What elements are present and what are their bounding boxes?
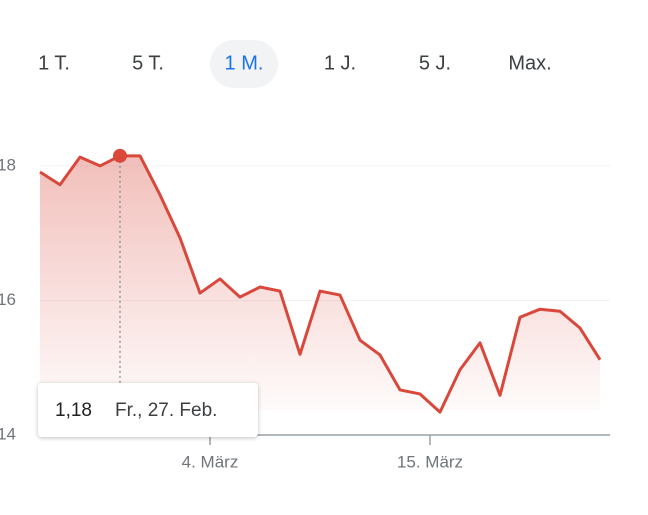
tooltip-value: 1,18 xyxy=(55,400,92,421)
tab-highlight xyxy=(210,40,278,88)
tooltip-date: Fr., 27. Feb. xyxy=(115,400,217,421)
range-tab[interactable]: 5 T. xyxy=(132,52,164,74)
hover-point xyxy=(113,148,127,163)
tooltip-box xyxy=(38,383,258,437)
range-tab[interactable]: 1 M. xyxy=(225,52,264,74)
x-tick-label: 4. März xyxy=(182,452,239,471)
y-tick-label: 1,14 xyxy=(0,424,16,443)
range-tab[interactable]: Max. xyxy=(508,52,551,74)
y-tick-label: 1,16 xyxy=(0,290,16,309)
area-fill xyxy=(40,155,600,413)
range-tab[interactable]: 1 T. xyxy=(38,52,70,74)
price-line xyxy=(39,154,602,414)
range-tab[interactable]: 1 J. xyxy=(324,52,356,74)
x-tick-label: 15. März xyxy=(397,452,463,471)
range-tab[interactable]: 5 J. xyxy=(419,52,451,74)
y-tick-label: 1,18 xyxy=(0,155,16,174)
